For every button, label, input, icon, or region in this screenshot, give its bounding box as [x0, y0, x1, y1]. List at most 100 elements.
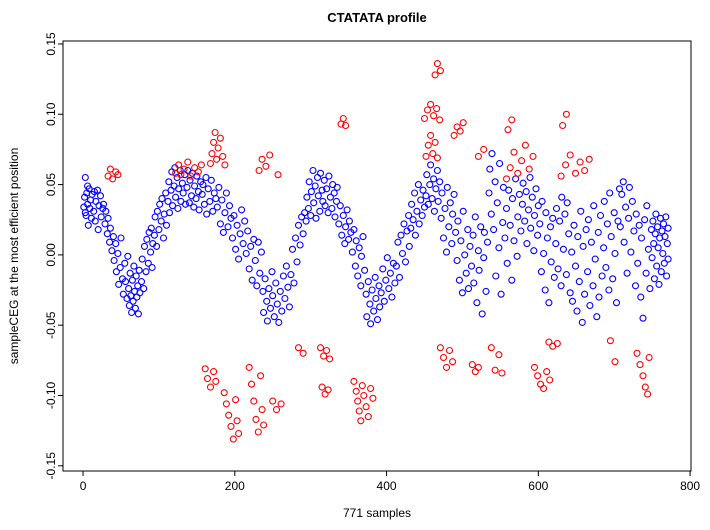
- data-point-blue: [584, 216, 592, 224]
- data-point-blue: [418, 211, 426, 220]
- data-point-blue: [450, 190, 458, 198]
- data-point-red: [177, 171, 185, 179]
- data-point-blue: [596, 211, 605, 220]
- data-point-blue: [307, 188, 315, 196]
- data-point-blue: [414, 181, 422, 189]
- data-point-red: [571, 169, 580, 177]
- data-point-blue: [296, 241, 304, 249]
- data-point-blue: [664, 255, 672, 263]
- data-point-blue: [345, 235, 353, 243]
- data-point-blue: [523, 240, 531, 248]
- data-point-blue: [155, 226, 163, 234]
- data-point-blue: [316, 207, 324, 215]
- data-point-red: [247, 380, 256, 388]
- data-point-blue: [331, 213, 339, 221]
- data-point-blue: [109, 233, 117, 241]
- data-point-red: [514, 169, 522, 177]
- data-point-blue: [474, 247, 482, 255]
- data-point-red: [360, 391, 368, 400]
- data-point-blue: [104, 214, 112, 222]
- data-point-blue: [270, 313, 278, 321]
- data-point-blue: [232, 245, 240, 253]
- data-point-blue: [312, 214, 320, 222]
- data-point-blue: [492, 272, 500, 280]
- data-point-blue: [407, 224, 415, 232]
- data-point-blue: [302, 217, 310, 225]
- data-point-red: [521, 141, 529, 149]
- data-point-red: [431, 71, 439, 79]
- data-point-red: [294, 344, 303, 352]
- data-point-blue: [241, 217, 249, 225]
- data-point-blue: [655, 280, 663, 288]
- data-point-red: [422, 152, 430, 160]
- data-point-red: [233, 417, 241, 425]
- data-point-blue: [150, 231, 158, 239]
- data-point-blue: [126, 269, 134, 277]
- data-point-red: [566, 151, 574, 159]
- data-point-red: [468, 361, 476, 369]
- data-point-blue: [565, 230, 573, 238]
- data-point-red: [326, 355, 334, 363]
- data-point-red: [358, 382, 366, 390]
- data-point-blue: [628, 197, 636, 205]
- data-point-blue: [537, 268, 545, 276]
- data-point-blue: [112, 268, 120, 276]
- data-point-red: [545, 338, 553, 346]
- data-point-blue: [635, 221, 643, 229]
- y-axis-tick-label: 0.00: [44, 243, 58, 267]
- data-point-blue: [606, 189, 614, 197]
- data-point-blue: [102, 207, 110, 215]
- data-point-blue: [563, 199, 571, 207]
- data-point-blue: [293, 258, 301, 266]
- data-point-blue: [648, 254, 656, 262]
- data-point-blue: [181, 200, 190, 208]
- data-point-blue: [663, 272, 671, 280]
- data-point-red: [227, 422, 235, 430]
- data-point-blue: [101, 220, 109, 228]
- data-point-blue: [483, 238, 492, 246]
- data-point-red: [449, 358, 457, 366]
- data-point-blue: [362, 290, 370, 298]
- data-point-blue: [245, 265, 253, 273]
- data-point-blue: [642, 269, 650, 277]
- data-point-blue: [561, 210, 569, 218]
- data-point-red: [431, 138, 439, 146]
- data-point-blue: [330, 189, 338, 197]
- data-point-blue: [359, 233, 367, 241]
- data-point-blue: [411, 189, 419, 197]
- data-point-blue: [263, 317, 271, 325]
- data-point-blue: [132, 272, 140, 280]
- data-point-blue: [663, 240, 671, 248]
- data-point-blue: [191, 182, 199, 190]
- data-point-blue: [497, 290, 505, 298]
- data-point-blue: [637, 234, 646, 242]
- data-point-blue: [301, 209, 309, 217]
- data-point-red: [232, 396, 240, 404]
- data-point-blue: [395, 273, 404, 281]
- data-point-blue: [658, 227, 666, 235]
- data-point-blue: [228, 234, 237, 242]
- data-point-blue: [595, 293, 603, 301]
- data-point-red: [423, 106, 432, 114]
- data-point-blue: [164, 197, 172, 205]
- data-point-blue: [342, 223, 350, 231]
- data-point-blue: [556, 217, 564, 225]
- data-point-blue: [521, 217, 529, 225]
- data-point-blue: [99, 200, 108, 208]
- data-point-red: [433, 154, 441, 162]
- plot-title: CTATATA profile: [327, 10, 427, 25]
- data-point-red: [206, 383, 215, 391]
- data-point-blue: [482, 287, 490, 295]
- data-point-red: [214, 144, 222, 152]
- data-point-blue: [505, 186, 513, 194]
- data-point-red: [453, 123, 461, 131]
- data-point-red: [201, 365, 209, 373]
- data-point-blue: [90, 207, 98, 215]
- data-point-blue: [540, 249, 548, 258]
- data-point-blue: [542, 209, 550, 217]
- data-point-blue: [82, 211, 90, 220]
- data-point-blue: [116, 263, 124, 272]
- data-point-blue: [610, 209, 618, 217]
- y-axis-tick-label: 0.15: [44, 32, 58, 56]
- data-point-blue: [142, 268, 150, 276]
